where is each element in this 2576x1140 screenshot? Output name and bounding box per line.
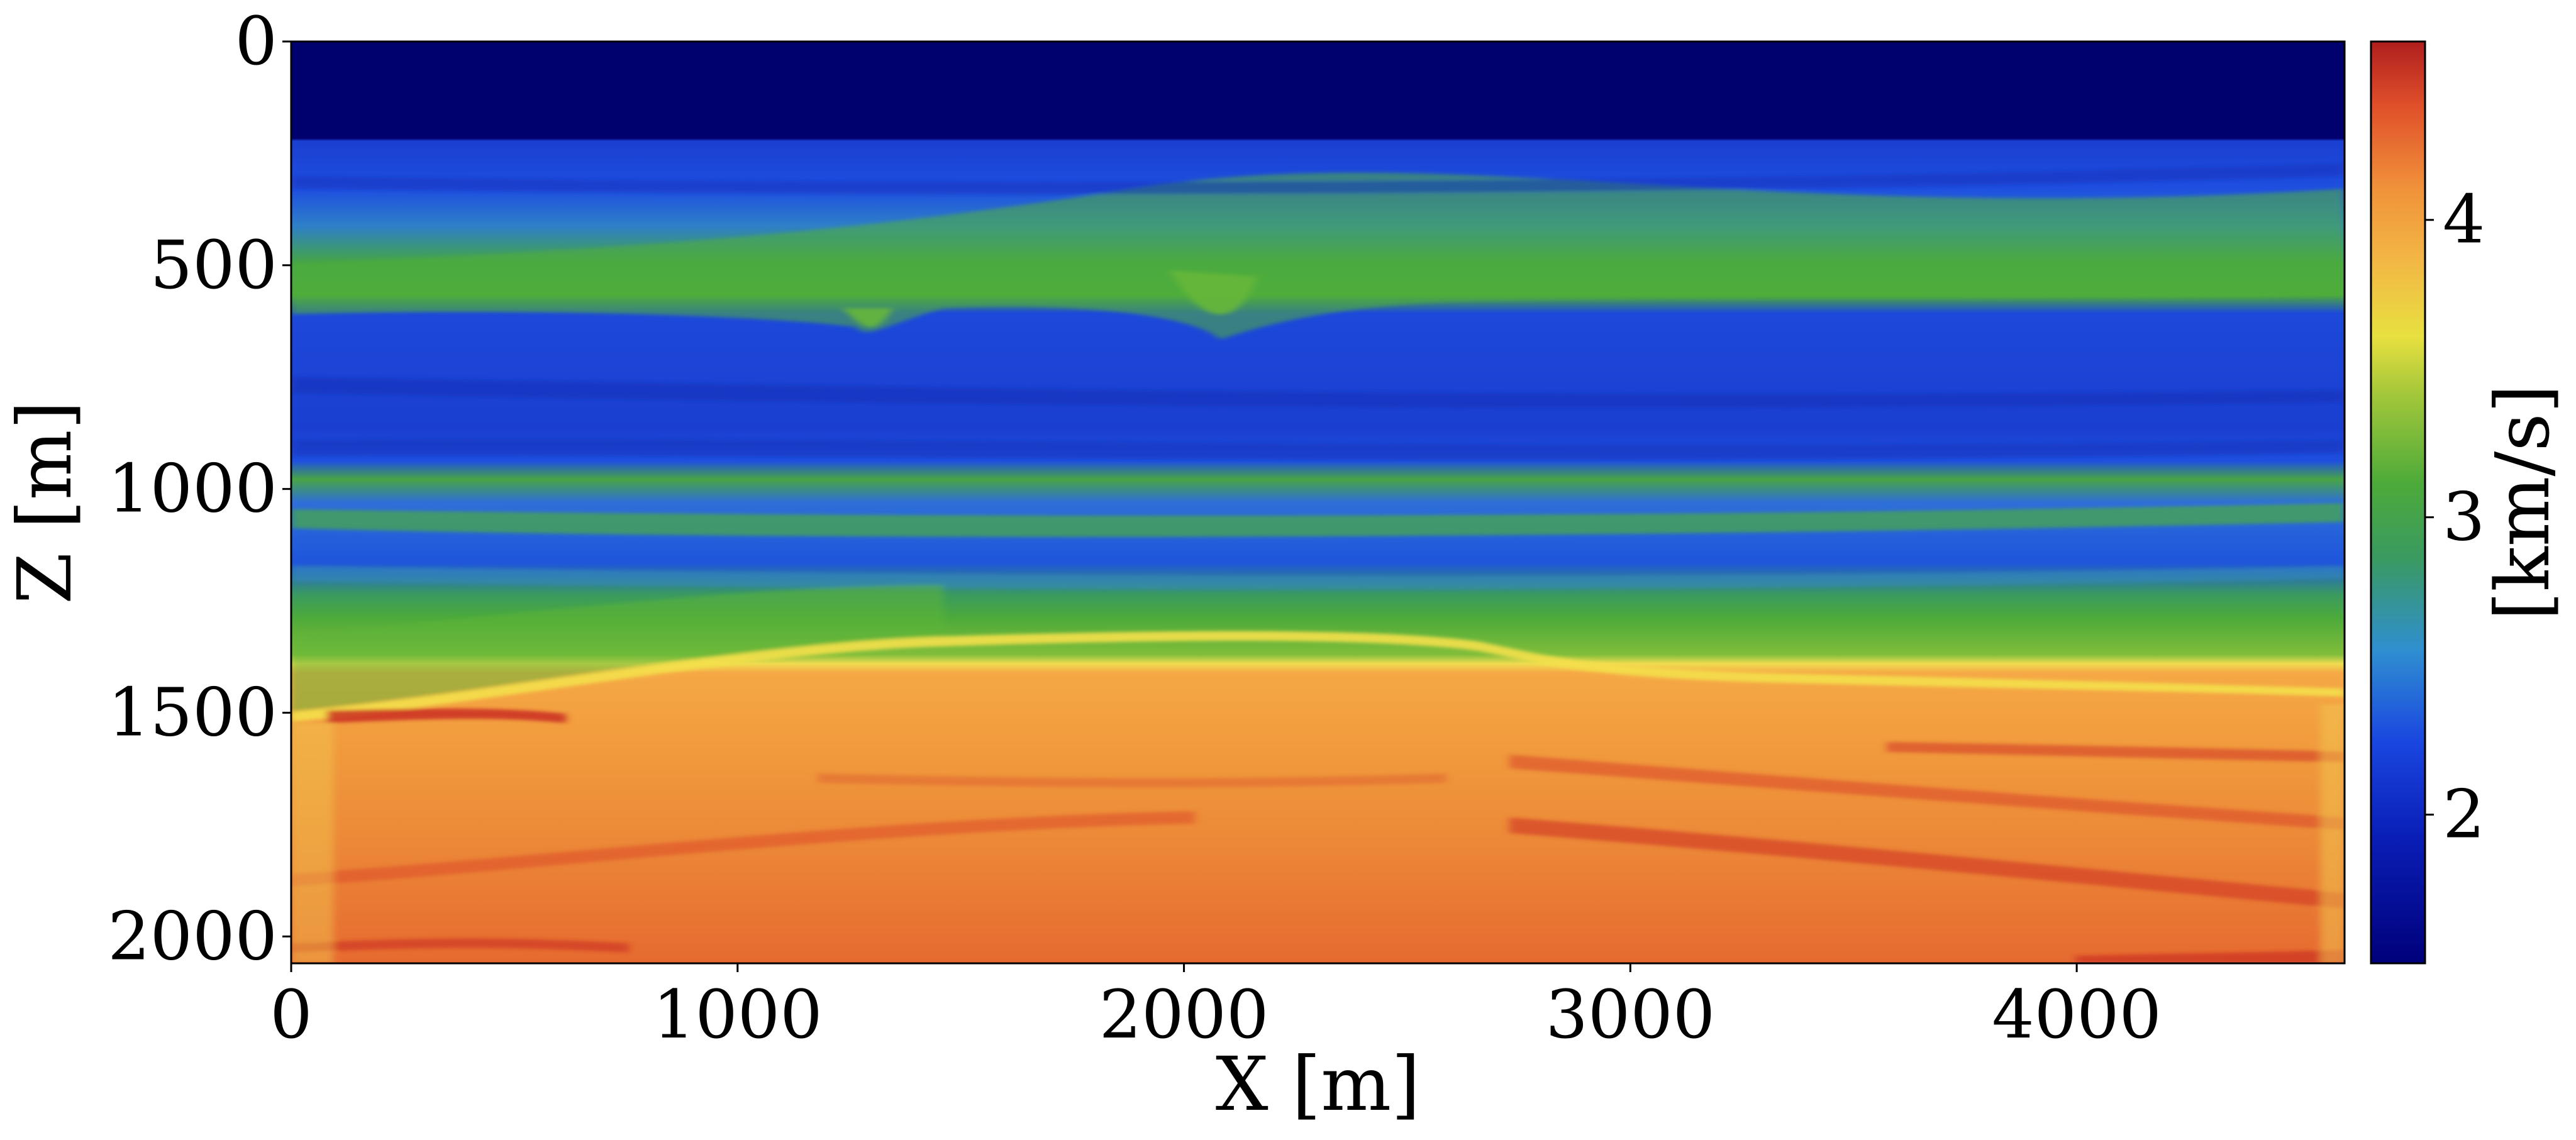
colorbar-ticks: 2 3 4	[2425, 181, 2485, 853]
heatmap-feature	[818, 773, 1446, 788]
y-tick-label: 500	[150, 226, 277, 304]
heatmap-feature	[291, 938, 629, 953]
colorbar: 2 3 4 [km/s]	[2370, 40, 2566, 965]
heatmap-feature	[2321, 704, 2345, 963]
x-tick-label: 1000	[653, 976, 823, 1053]
heatmap-feature	[843, 308, 893, 328]
x-tick-label: 2000	[1099, 976, 1269, 1053]
y-axis-ticks: 0 500 1000 1500 2000	[108, 3, 291, 975]
x-tick-label: 0	[270, 976, 312, 1053]
colorbar-tick-label: 2	[2443, 776, 2485, 853]
y-tick-label: 0	[235, 3, 277, 80]
heatmap-plot-area: 0 1000 2000 3000 4000 0 500 1000 1500 2000 X [m]…	[1, 3, 2346, 1127]
x-tick-label: 4000	[1992, 976, 2162, 1053]
heatmap-feature	[1509, 817, 2345, 909]
y-tick-label: 2000	[108, 897, 277, 975]
heatmap-feature	[291, 438, 2345, 460]
heatmap-feature	[291, 163, 2345, 194]
x-tick-label: 3000	[1545, 976, 1715, 1053]
heatmap-feature	[291, 566, 2345, 590]
colorbar-tick-label: 3	[2443, 479, 2485, 556]
heatmap-feature	[1887, 742, 2345, 762]
heatmap-image	[291, 42, 2345, 963]
plot-frame	[290, 40, 2346, 965]
heatmap-feature	[291, 811, 1195, 887]
heatmap-feature	[291, 172, 2345, 340]
colorbar-label: [km/s]	[2479, 384, 2566, 621]
colorbar-tick-label: 4	[2443, 181, 2485, 258]
heatmap-feature	[2075, 949, 2345, 963]
y-tick-label: 1000	[108, 450, 277, 528]
heatmap-feature	[327, 708, 566, 723]
heatmap-feature	[1170, 270, 1258, 315]
x-axis-label: X [m]	[1216, 1041, 1420, 1127]
heatmap-feature	[291, 631, 2345, 722]
heatmap-features	[291, 163, 2345, 963]
y-axis-label: Z [m]	[1, 401, 88, 604]
heatmap-feature	[1509, 755, 2345, 830]
heatmap-feature	[291, 723, 333, 963]
y-tick-label: 1500	[108, 673, 277, 751]
x-axis-ticks: 0 1000 2000 3000 4000	[270, 963, 2162, 1053]
heatmap-feature	[291, 503, 2345, 537]
heatmap-feature	[291, 585, 943, 712]
heatmap-feature	[291, 377, 2345, 408]
colorbar-gradient	[2370, 40, 2426, 965]
